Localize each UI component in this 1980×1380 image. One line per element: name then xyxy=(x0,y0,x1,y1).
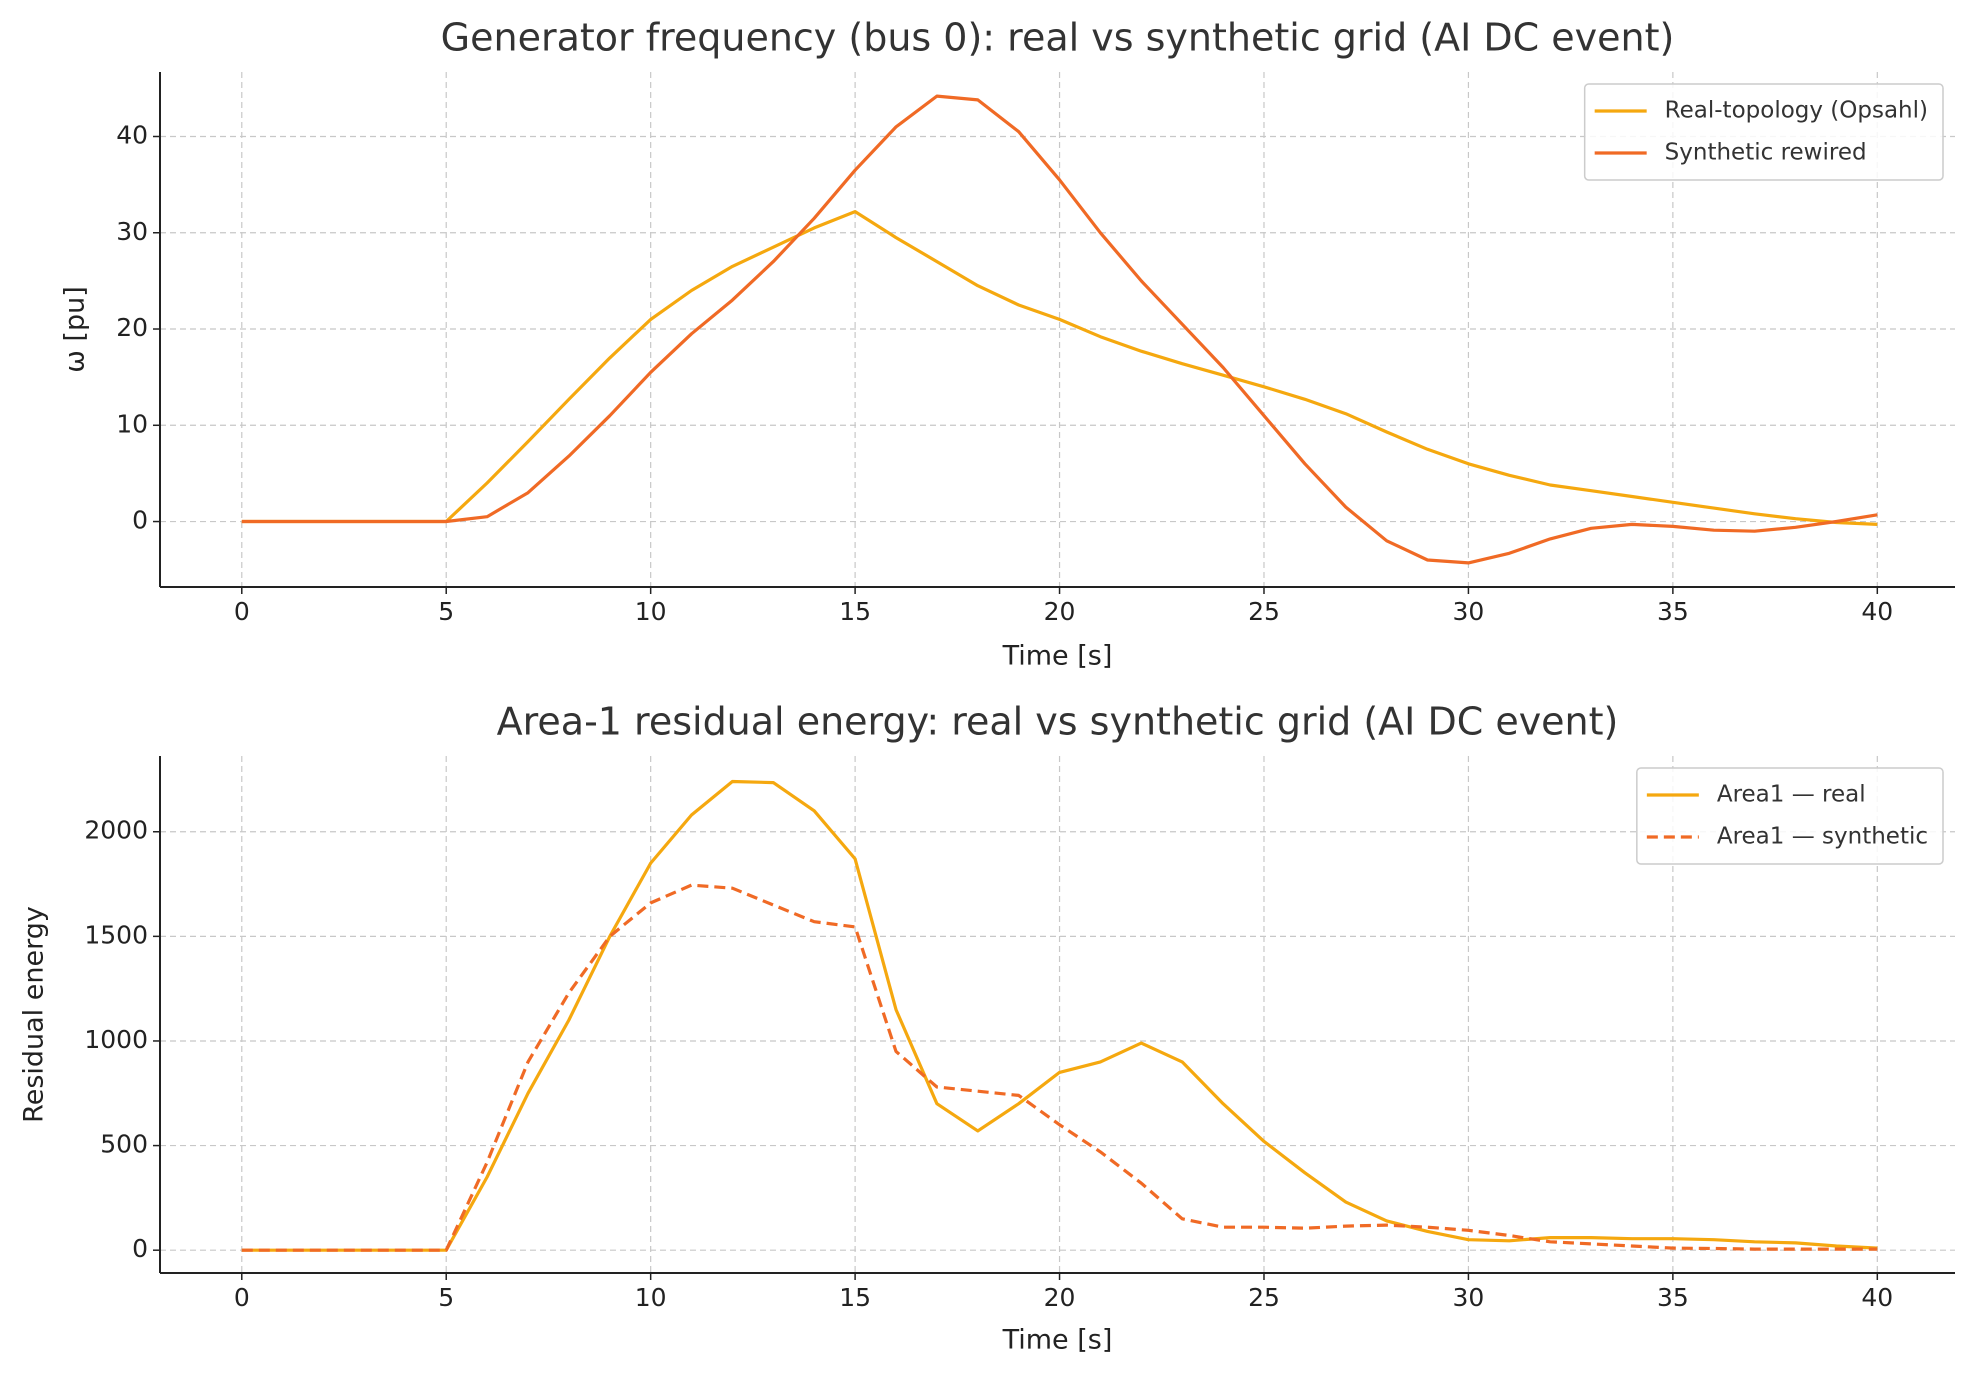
x-tick-label: 20 xyxy=(1044,1283,1076,1312)
legend-label: Real-topology (Opsahl) xyxy=(1665,98,1928,124)
data-line xyxy=(241,883,1878,1252)
y-axis-label: ω [pu] xyxy=(60,286,91,373)
x-tick-label: 40 xyxy=(1861,1283,1893,1312)
y-tick-label: 500 xyxy=(100,1130,148,1159)
x-tick-label: 25 xyxy=(1248,597,1280,626)
data-line xyxy=(241,210,1878,526)
y-tick-label: 0 xyxy=(132,506,148,535)
legend: Area1 — real Area1 — synthetic xyxy=(1636,767,1944,865)
x-axis-label: Time [s] xyxy=(1002,641,1113,672)
x-tick-label: 35 xyxy=(1657,1283,1689,1312)
y-tick-label: 20 xyxy=(116,313,148,342)
y-axis-label: Residual energy xyxy=(19,906,50,1123)
x-tick-label: 15 xyxy=(839,1283,871,1312)
x-tick-label: 5 xyxy=(438,597,454,626)
legend-frame xyxy=(1583,83,1944,181)
legend: Real-topology (Opsahl) Synthetic rewired xyxy=(1583,83,1944,181)
x-tick-label: 40 xyxy=(1861,597,1893,626)
legend-label: Area1 — synthetic xyxy=(1717,824,1928,850)
y-tick-label: 30 xyxy=(116,217,148,246)
chart-title: Area-1 residual energy: real vs syntheti… xyxy=(497,700,1619,744)
legend-label: Synthetic rewired xyxy=(1665,140,1867,166)
x-tick-label: 10 xyxy=(635,597,667,626)
chart-title: Generator frequency (bus 0): real vs syn… xyxy=(441,16,1675,60)
chart: Generator frequency (bus 0): real vs syn… xyxy=(60,16,1955,672)
x-tick-label: 20 xyxy=(1044,597,1076,626)
x-tick-label: 10 xyxy=(635,1283,667,1312)
y-tick-label: 2000 xyxy=(84,816,148,845)
x-axis-label: Time [s] xyxy=(1002,1325,1113,1356)
y-tick-label: 10 xyxy=(116,409,148,438)
x-tick-label: 25 xyxy=(1248,1283,1280,1312)
x-tick-label: 0 xyxy=(234,597,250,626)
x-tick-label: 30 xyxy=(1453,597,1485,626)
y-tick-label: 0 xyxy=(132,1234,148,1263)
y-tick-label: 1000 xyxy=(84,1025,148,1054)
x-tick-label: 35 xyxy=(1657,597,1689,626)
y-tick-label: 40 xyxy=(116,120,148,149)
legend-frame xyxy=(1636,767,1944,865)
y-tick-label: 1500 xyxy=(84,920,148,949)
data-line xyxy=(241,94,1878,565)
x-tick-label: 5 xyxy=(438,1283,454,1312)
x-tick-label: 30 xyxy=(1453,1283,1485,1312)
chart: Area-1 residual energy: real vs syntheti… xyxy=(19,700,1955,1356)
data-line xyxy=(241,779,1878,1252)
x-tick-label: 15 xyxy=(839,597,871,626)
legend-label: Area1 — real xyxy=(1717,782,1866,808)
x-tick-label: 0 xyxy=(234,1283,250,1312)
